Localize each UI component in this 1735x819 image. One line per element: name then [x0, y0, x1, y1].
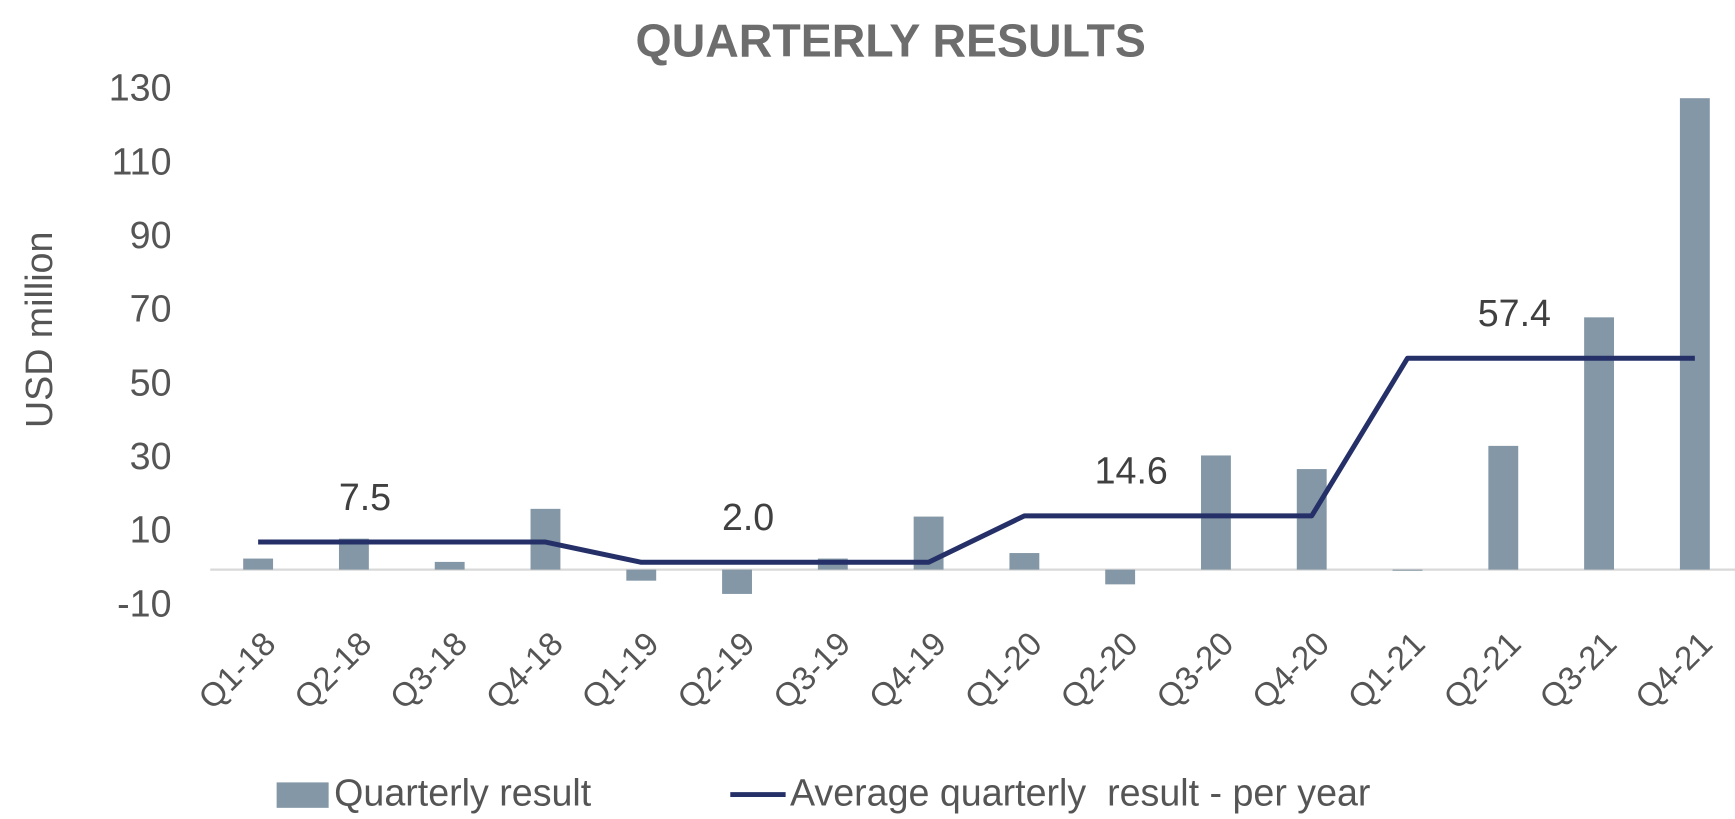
bar [1009, 553, 1040, 570]
y-tick-label: 110 [112, 140, 172, 182]
bar [722, 569, 752, 594]
bar [1392, 569, 1423, 571]
bar [1105, 569, 1136, 585]
bar [1201, 455, 1231, 570]
x-tick-label: Q1-20 [958, 625, 1049, 716]
x-tick-label: Q2-19 [671, 625, 762, 716]
x-tick-label: Q4-19 [862, 625, 953, 716]
legend-label: Average quarterly result - per year [790, 772, 1370, 814]
data-label: 57.4 [1478, 292, 1551, 334]
bar [626, 569, 657, 581]
x-tick-label: Q3-18 [383, 625, 474, 716]
x-tick-label: Q4-18 [479, 625, 570, 716]
y-tick-label: -10 [117, 582, 171, 624]
x-tick-label: Q1-21 [1341, 625, 1432, 716]
y-tick-label: 70 [130, 288, 172, 330]
legend-label: Quarterly result [334, 772, 592, 814]
bar [1584, 317, 1615, 570]
x-tick-label: Q2-20 [1054, 625, 1145, 716]
x-tick-label: Q3-19 [767, 625, 858, 716]
y-axis-title: USD million [18, 232, 60, 428]
y-tick-label: 10 [130, 509, 172, 551]
x-tick-label: Q1-19 [575, 625, 666, 716]
line [258, 355, 1695, 565]
y-tick-label: 50 [130, 361, 172, 403]
chart-title: QUARTERLY RESULTS [636, 15, 1146, 67]
legend-swatch [276, 782, 329, 808]
x-tick-label: Q2-21 [1437, 625, 1528, 716]
bar [530, 508, 561, 570]
x-tick-label: Q2-18 [288, 625, 379, 716]
x-tick-label: Q1-18 [192, 625, 283, 716]
bar [1488, 445, 1519, 570]
x-tick-label: Q4-20 [1245, 625, 1336, 716]
bar [243, 558, 274, 570]
x-tick-label: Q4-21 [1629, 625, 1720, 716]
data-label: 14.6 [1095, 450, 1168, 492]
x-tick-label: Q3-21 [1533, 625, 1624, 716]
y-tick-label: 30 [130, 435, 172, 477]
y-tick-label: 130 [109, 67, 172, 109]
data-label: 2.0 [722, 496, 774, 538]
y-tick-label: 90 [130, 214, 172, 256]
bar [434, 561, 465, 570]
data-label: 7.5 [339, 476, 391, 518]
bar [1296, 469, 1327, 570]
bar [1679, 98, 1710, 570]
x-tick-label: Q3-20 [1150, 625, 1241, 716]
